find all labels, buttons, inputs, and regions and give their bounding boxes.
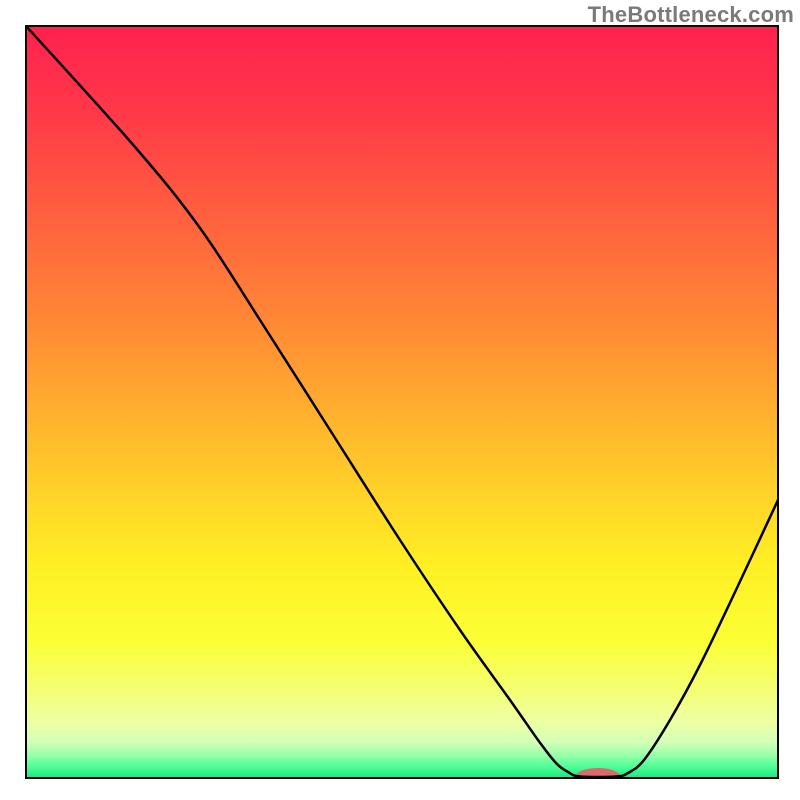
bottleneck-chart: [0, 0, 800, 800]
watermark-text: TheBottleneck.com: [588, 2, 794, 28]
gradient-background: [26, 26, 778, 778]
chart-container: TheBottleneck.com: [0, 0, 800, 800]
